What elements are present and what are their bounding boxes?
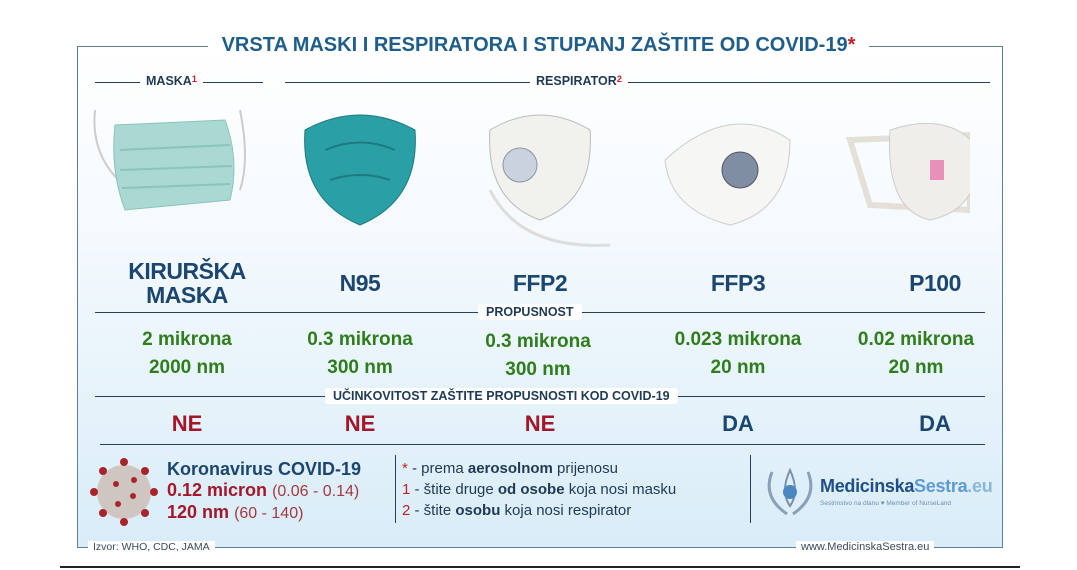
column-name-ffp3: FFP3 xyxy=(710,270,766,296)
effective-ffp2: NE xyxy=(524,411,556,436)
column-name-p100: P100 xyxy=(909,270,961,296)
value-kirurska: 2 mikrona 2000 nm xyxy=(142,329,232,378)
effective-kirurska: NE xyxy=(171,411,203,436)
ucinkovitost-label: UČINKOVITOST ZAŠTITE PROPUSNOSTI KOD COV… xyxy=(325,388,678,404)
infographic-title: VRSTA MASKI I RESPIRATORA I STUPANJ ZAŠT… xyxy=(0,34,1077,57)
section-maska: MASKA1 xyxy=(140,74,203,88)
footnote: * - prema aerosolnom prijenosu xyxy=(402,460,618,477)
divider xyxy=(395,455,396,523)
effective-n95: NE xyxy=(344,411,376,436)
n95-image xyxy=(304,114,416,226)
bottom-border xyxy=(60,566,1020,568)
coronavirus-icon xyxy=(90,458,158,526)
divider xyxy=(750,455,751,523)
value-p100: 0.02 mikrona 20 nm xyxy=(857,329,975,378)
section-respirator: RESPIRATOR2 xyxy=(530,74,628,88)
medicinskasestra-logo: MedicinskaSestra.eu Sestrinstvo na dlanu… xyxy=(820,476,993,507)
virus-info: Koronavirus COVID-19 0.12 micron (0.06 -… xyxy=(167,459,362,522)
medicinskasestra-logo-icon xyxy=(767,467,813,516)
effective-p100: DA xyxy=(919,411,951,436)
divider xyxy=(100,444,985,445)
ffp3-image xyxy=(664,123,791,226)
effective-ffp3: DA xyxy=(722,411,754,436)
divider xyxy=(285,82,990,83)
ffp2-image xyxy=(488,114,611,247)
propusnost-label: PROPUSNOST xyxy=(478,304,582,320)
footnote: 1 - štite druge od osobe koja nosi masku xyxy=(402,481,677,498)
column-name-ffp2: FFP2 xyxy=(512,270,568,296)
footnotes: * - prema aerosolnom prijenosu 1 - štite… xyxy=(402,458,676,521)
footnote: 2 - štite osobu koja nosi respirator xyxy=(402,502,632,519)
value-n95: 0.3 mikrona 300 nm xyxy=(307,329,413,378)
mask-images xyxy=(93,109,970,247)
source-text: Izvor: WHO, CDC, JAMA xyxy=(88,541,215,553)
value-ffp3: 0.023 mikrona 20 nm xyxy=(674,329,802,378)
column-name-n95: N95 xyxy=(339,270,381,296)
p100-image xyxy=(845,122,970,221)
column-name-kirurska-maska: KIRURŠKA MASKA xyxy=(128,258,246,308)
value-ffp2: 0.3 mikrona 300 nm xyxy=(485,331,591,380)
website-link[interactable]: www.MedicinskaSestra.eu xyxy=(796,541,935,553)
surgical-mask-image xyxy=(93,109,246,211)
